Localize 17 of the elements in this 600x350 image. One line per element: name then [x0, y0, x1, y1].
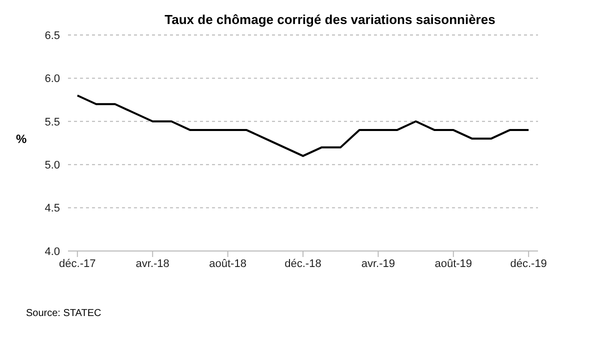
x-tick-label: août-19: [434, 258, 472, 270]
y-axis-title: %: [16, 132, 27, 146]
y-tick-label: 4.0: [44, 246, 60, 258]
line-series: [76, 94, 530, 157]
x-tick-label: déc.-17: [59, 258, 96, 270]
x-tick-label: août-18: [209, 258, 246, 270]
x-tick-label: avr.-18: [136, 258, 170, 270]
x-tick-label: avr.-19: [361, 258, 396, 270]
x-tick-label: déc.-18: [284, 258, 322, 270]
chart-title: Taux de chômage corrigé des variations saisonnières: [164, 11, 496, 27]
source-note: Source: STATEC: [26, 308, 102, 319]
y-tick-label: 6.0: [44, 73, 60, 86]
y-tick-label: 6.5: [44, 30, 60, 42]
x-tick-label: déc.-19: [510, 258, 547, 270]
y-tick-label: 5.0: [44, 160, 60, 172]
y-tick-label: 4.5: [44, 202, 60, 215]
y-tick-label: 5.5: [44, 116, 60, 128]
